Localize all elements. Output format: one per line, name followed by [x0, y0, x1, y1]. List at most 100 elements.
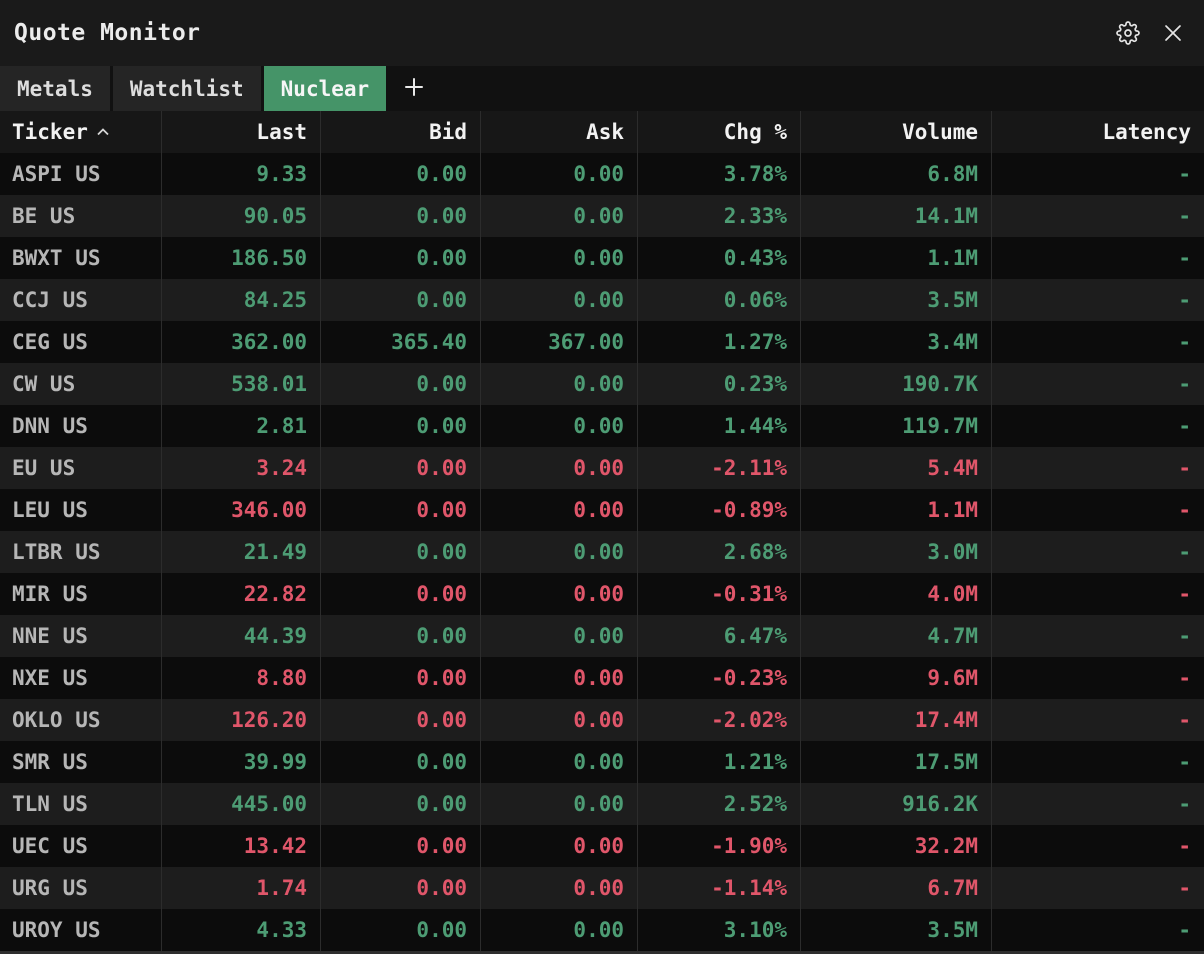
bid-cell: 0.00 [320, 405, 480, 447]
column-header-volume[interactable]: Volume [800, 111, 991, 153]
table-row[interactable]: CEG US 362.00 365.40 367.00 1.27% 3.4M - [0, 321, 1204, 363]
volume-cell: 6.7M [800, 867, 991, 909]
table-row[interactable]: LTBR US 21.49 0.00 0.00 2.68% 3.0M - [0, 531, 1204, 573]
last-cell: 39.99 [161, 741, 320, 783]
table-row[interactable]: EU US 3.24 0.00 0.00 -2.11% 5.4M - [0, 447, 1204, 489]
tab-bar: Metals Watchlist Nuclear [0, 66, 1204, 111]
table-row[interactable]: OKLO US 126.20 0.00 0.00 -2.02% 17.4M - [0, 699, 1204, 741]
bid-cell: 0.00 [320, 153, 480, 195]
last-cell: 1.74 [161, 867, 320, 909]
tab-metals[interactable]: Metals [0, 66, 110, 111]
column-header-latency[interactable]: Latency [991, 111, 1204, 153]
table-row[interactable]: UROY US 4.33 0.00 0.00 3.10% 3.5M - [0, 909, 1204, 951]
latency-cell: - [991, 825, 1204, 867]
quote-table: Ticker Last Bid Ask Chg % Volume Latency ASPI … [0, 111, 1204, 951]
last-cell: 21.49 [161, 531, 320, 573]
chg-cell: 1.21% [637, 741, 800, 783]
last-cell: 362.00 [161, 321, 320, 363]
tab-nuclear[interactable]: Nuclear [263, 66, 387, 111]
volume-cell: 3.4M [800, 321, 991, 363]
column-header-last[interactable]: Last [161, 111, 320, 153]
bid-cell: 0.00 [320, 867, 480, 909]
bid-cell: 365.40 [320, 321, 480, 363]
table-row[interactable]: CW US 538.01 0.00 0.00 0.23% 190.7K - [0, 363, 1204, 405]
volume-cell: 17.4M [800, 699, 991, 741]
chg-cell: -2.02% [637, 699, 800, 741]
ask-cell: 0.00 [480, 363, 637, 405]
table-row[interactable]: ASPI US 9.33 0.00 0.00 3.78% 6.8M - [0, 153, 1204, 195]
ticker-cell: UEC US [12, 834, 88, 858]
ticker-cell: LTBR US [12, 540, 101, 564]
ticker-cell: CEG US [12, 330, 88, 354]
table-row[interactable]: TLN US 445.00 0.00 0.00 2.52% 916.2K - [0, 783, 1204, 825]
ask-cell: 0.00 [480, 825, 637, 867]
bid-cell: 0.00 [320, 909, 480, 951]
last-cell: 22.82 [161, 573, 320, 615]
ask-cell: 0.00 [480, 279, 637, 321]
ask-cell: 0.00 [480, 153, 637, 195]
table-row[interactable]: BWXT US 186.50 0.00 0.00 0.43% 1.1M - [0, 237, 1204, 279]
table-row[interactable]: UEC US 13.42 0.00 0.00 -1.90% 32.2M - [0, 825, 1204, 867]
volume-cell: 6.8M [800, 153, 991, 195]
ask-cell: 0.00 [480, 573, 637, 615]
tab-watchlist[interactable]: Watchlist [112, 66, 261, 111]
bid-cell: 0.00 [320, 279, 480, 321]
volume-cell: 9.6M [800, 657, 991, 699]
last-cell: 8.80 [161, 657, 320, 699]
table-row[interactable]: NXE US 8.80 0.00 0.00 -0.23% 9.6M - [0, 657, 1204, 699]
bid-cell: 0.00 [320, 741, 480, 783]
ask-cell: 0.00 [480, 615, 637, 657]
ticker-cell: BE US [12, 204, 76, 228]
ticker-cell: NXE US [12, 666, 88, 690]
volume-cell: 3.5M [800, 909, 991, 951]
bid-cell: 0.00 [320, 699, 480, 741]
ask-cell: 0.00 [480, 867, 637, 909]
add-tab-button[interactable] [396, 66, 432, 111]
volume-cell: 17.5M [800, 741, 991, 783]
ticker-cell: CCJ US [12, 288, 88, 312]
chg-cell: -1.14% [637, 867, 800, 909]
ticker-cell: TLN US [12, 792, 88, 816]
chg-cell: 6.47% [637, 615, 800, 657]
chg-cell: 2.52% [637, 783, 800, 825]
table-row[interactable]: LEU US 346.00 0.00 0.00 -0.89% 1.1M - [0, 489, 1204, 531]
column-header-ask[interactable]: Ask [480, 111, 637, 153]
chg-cell: 2.33% [637, 195, 800, 237]
table-row[interactable]: BE US 90.05 0.00 0.00 2.33% 14.1M - [0, 195, 1204, 237]
table-row[interactable]: MIR US 22.82 0.00 0.00 -0.31% 4.0M - [0, 573, 1204, 615]
ticker-cell: SMR US [12, 750, 88, 774]
table-row[interactable]: DNN US 2.81 0.00 0.00 1.44% 119.7M - [0, 405, 1204, 447]
bid-cell: 0.00 [320, 531, 480, 573]
bid-cell: 0.00 [320, 657, 480, 699]
last-cell: 9.33 [161, 153, 320, 195]
latency-cell: - [991, 489, 1204, 531]
table-row[interactable]: URG US 1.74 0.00 0.00 -1.14% 6.7M - [0, 867, 1204, 909]
latency-cell: - [991, 909, 1204, 951]
ticker-cell: URG US [12, 876, 88, 900]
volume-cell: 14.1M [800, 195, 991, 237]
volume-cell: 916.2K [800, 783, 991, 825]
close-button[interactable] [1160, 20, 1186, 46]
table-row[interactable]: NNE US 44.39 0.00 0.00 6.47% 4.7M - [0, 615, 1204, 657]
latency-cell: - [991, 363, 1204, 405]
column-header-bid[interactable]: Bid [320, 111, 480, 153]
last-cell: 84.25 [161, 279, 320, 321]
bid-cell: 0.00 [320, 615, 480, 657]
last-cell: 2.81 [161, 405, 320, 447]
latency-cell: - [991, 321, 1204, 363]
table-row[interactable]: CCJ US 84.25 0.00 0.00 0.06% 3.5M - [0, 279, 1204, 321]
ask-cell: 0.00 [480, 783, 637, 825]
chg-cell: 0.23% [637, 363, 800, 405]
gear-icon [1116, 21, 1140, 45]
volume-cell: 190.7K [800, 363, 991, 405]
latency-cell: - [991, 741, 1204, 783]
ask-cell: 0.00 [480, 699, 637, 741]
chg-cell: 1.44% [637, 405, 800, 447]
ask-cell: 0.00 [480, 909, 637, 951]
column-header-chg[interactable]: Chg % [637, 111, 800, 153]
settings-button[interactable] [1115, 20, 1141, 46]
chg-cell: -2.11% [637, 447, 800, 489]
column-header-ticker[interactable]: Ticker [0, 111, 161, 153]
table-row[interactable]: SMR US 39.99 0.00 0.00 1.21% 17.5M - [0, 741, 1204, 783]
